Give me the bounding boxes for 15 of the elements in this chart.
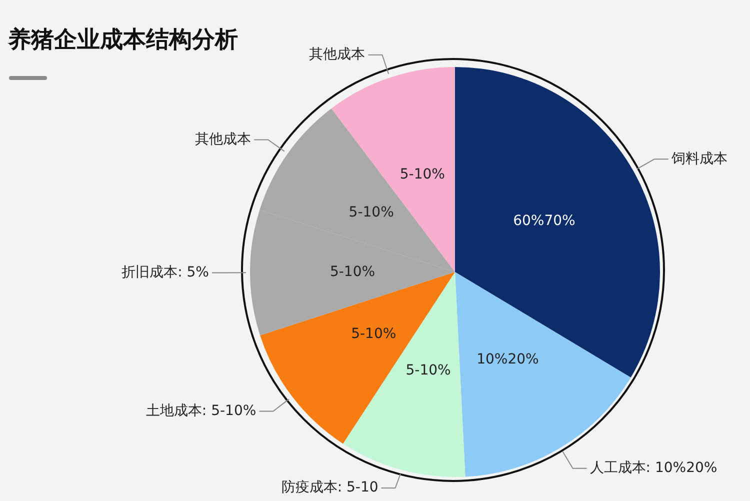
chart-title: 养猪企业成本结构分析 bbox=[8, 26, 238, 55]
text: 5-10% bbox=[348, 204, 394, 220]
text: 5-10% bbox=[351, 326, 396, 342]
text: 60%70% bbox=[513, 213, 576, 230]
slice-label: 饲料成本 bbox=[670, 150, 728, 167]
text: 5-10% bbox=[406, 362, 451, 379]
slice-label: 其他成本 bbox=[195, 131, 252, 148]
slice-label: 其他成本 bbox=[309, 46, 366, 63]
text: 5-10% bbox=[400, 166, 445, 182]
text: 5-10% bbox=[330, 264, 376, 280]
slice-label: 人工成本: 10%20% bbox=[590, 460, 718, 476]
text: 10%20% bbox=[476, 352, 539, 368]
slice-label: 折旧成本: 5% bbox=[122, 264, 209, 280]
slice-label: 土地成本: 5-10% bbox=[146, 402, 256, 419]
slice-label: 防疫成本: 5-10 bbox=[281, 480, 378, 496]
